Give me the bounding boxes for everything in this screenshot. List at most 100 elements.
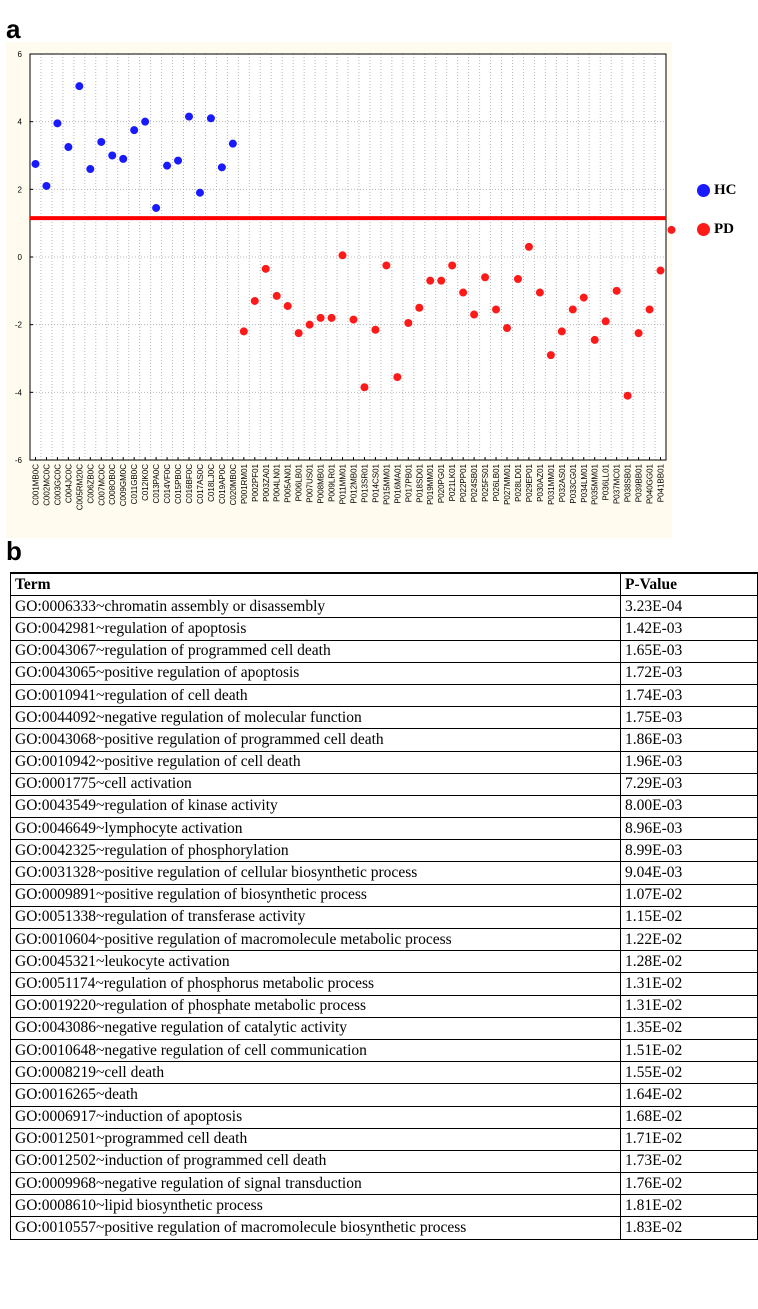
x-tick-label: C015PB0C [174,464,183,504]
data-point-pd [645,305,654,314]
x-tick-label: C017AS0C [196,464,205,504]
x-tick-label: P032AS01 [558,463,567,502]
x-tick-label: P022PP01 [459,463,468,502]
x-tick-label: P040GG01 [646,463,655,504]
data-point-pd [503,324,511,333]
data-point-pd [513,274,522,283]
x-tick-label: P003ZA01 [262,463,271,501]
data-point-pd [349,315,358,324]
term-cell: GO:0044092~negative regulation of molecu… [10,706,621,730]
data-point-hc [185,112,193,121]
term-cell: GO:0008219~cell death [10,1061,621,1085]
term-cell: GO:0046649~lymphocyte activation [10,817,621,841]
term-cell: GO:0010604~positive regulation of macrom… [10,927,621,952]
scatter-chart: 6 4 2 0 -2 -4 -6 C001MB0C C002MC0C C003GC0C C004JC… [0,40,758,540]
data-point-pd [305,320,314,329]
data-point-pd [546,351,555,360]
p-value-cell: 1.81E-02 [620,1194,758,1218]
table-row: GO:0031328~positive regulation of cellul… [10,861,758,885]
legend-item-pd: PD [697,221,734,238]
x-tick-label: C014VF0C [163,464,172,504]
table-row: GO:0016265~death 1.64E-02 [10,1083,758,1107]
table-row: GO:0043065~positive regulation of apopto… [10,661,758,685]
table-row: GO:0043549~regulation of kinase activity… [10,794,758,819]
x-tick-label: P024SB01 [470,463,479,502]
p-value-cell: 8.00E-03 [620,794,758,819]
x-tick-label: P039BB01 [635,463,644,502]
table-row: GO:0046649~lymphocyte activation 8.96E-03 [10,817,758,841]
legend-hc-dot [697,184,710,197]
p-value-cell: 3.23E-04 [620,595,758,619]
x-tick-label: C004JC0C [64,464,73,503]
x-tick-label: P005AN01 [284,463,293,502]
p-value-cell: 1.74E-03 [620,683,758,708]
p-value-cell: 1.22E-02 [620,927,758,952]
term-cell: GO:0043086~negative regulation of cataly… [10,1016,621,1040]
p-value-cell: 1.31E-02 [620,972,758,996]
x-tick-label: P014CS01 [371,463,380,502]
data-point-pd [481,273,490,282]
term-cell: GO:0012502~induction of programmed cell … [10,1149,621,1174]
x-tick-label: P013SR01 [360,463,369,502]
x-tick-label: P009LR01 [328,463,337,501]
x-tick-label: P020PG01 [437,463,446,503]
table-header-row: Term P-Value [10,572,758,597]
term-cell: GO:0010557~positive regulation of macrom… [10,1216,621,1240]
term-cell: GO:0043549~regulation of kinase activity [10,794,621,819]
table-row: GO:0045321~leukocyte activation 1.28E-02 [10,950,758,974]
term-cell: GO:0016265~death [10,1083,621,1107]
data-point-hc [141,117,150,126]
data-point-pd [415,303,424,312]
x-tick-label: P012MB01 [349,463,358,503]
data-point-hc [31,159,40,168]
x-tick-label: C003GC0C [53,464,62,506]
data-point-pd [272,291,281,300]
x-tick-label: P021LK01 [448,463,457,501]
y-tick-label: 6 [18,50,23,59]
table-row: GO:0006333~chromatin assembly or disasse… [10,595,758,619]
term-cell: GO:0051174~regulation of phosphorus meta… [10,972,621,996]
term-cell: GO:0010941~regulation of cell death [10,683,621,708]
table-row: GO:0006917~induction of apoptosis 1.68E-0… [10,1105,758,1129]
term-cell: GO:0042981~regulation of apoptosis [10,617,621,641]
term-cell: GO:0043068~positive regulation of progra… [10,728,621,752]
x-tick-label: C011GB0C [130,464,139,505]
p-value-cell: 9.04E-03 [620,861,758,885]
x-tick-label: P025FS01 [481,463,490,501]
table-row: GO:0051338~regulation of transferase act… [10,905,758,930]
x-tick-label: C013PA0C [152,464,161,504]
data-point-pd [579,293,588,302]
data-point-hc [152,203,161,212]
term-cell: GO:0045321~leukocyte activation [10,950,621,974]
data-point-pd [371,325,380,334]
x-tick-label: C006ZB0C [86,464,95,504]
p-value-cell: 1.86E-03 [620,728,758,752]
legend-pd-dot [697,223,710,236]
data-point-hc [64,143,73,152]
x-tick-label: P031MM01 [547,463,556,504]
data-point-pd [492,305,501,314]
legend-pd-label: PD [714,221,734,237]
table-row: GO:0042325~regulation of phosphorylation… [10,839,758,863]
data-point-pd [601,317,610,326]
x-tick-label: P018SD01 [415,463,424,502]
data-point-pd [393,373,402,382]
x-tick-label: C018LJ0C [207,464,216,502]
table-row: GO:0009891~positive regulation of biosyn… [10,883,758,907]
p-value-cell: 1.75E-03 [620,706,758,730]
p-value-cell: 1.71E-02 [620,1127,758,1151]
x-tick-label: P006LB01 [295,463,304,501]
x-tick-label: P029EP01 [525,463,534,502]
x-tick-label: C009GM0C [119,464,128,506]
x-tick-label: C001MB0C [31,464,40,506]
data-point-hc [42,181,51,190]
x-tick-label: C005RM20C [75,464,84,510]
p-value-cell: 1.55E-02 [620,1061,758,1085]
table-row: GO:0010942~positive regulation of cell d… [10,750,758,774]
x-tick-label: P027MM01 [503,463,512,504]
p-value-cell: 1.42E-03 [620,617,758,641]
p-value-header: P-Value [620,572,758,597]
p-value-cell: 1.28E-02 [620,950,758,974]
x-tick-label: P007US01 [306,463,315,502]
p-value-cell: 8.96E-03 [620,817,758,841]
